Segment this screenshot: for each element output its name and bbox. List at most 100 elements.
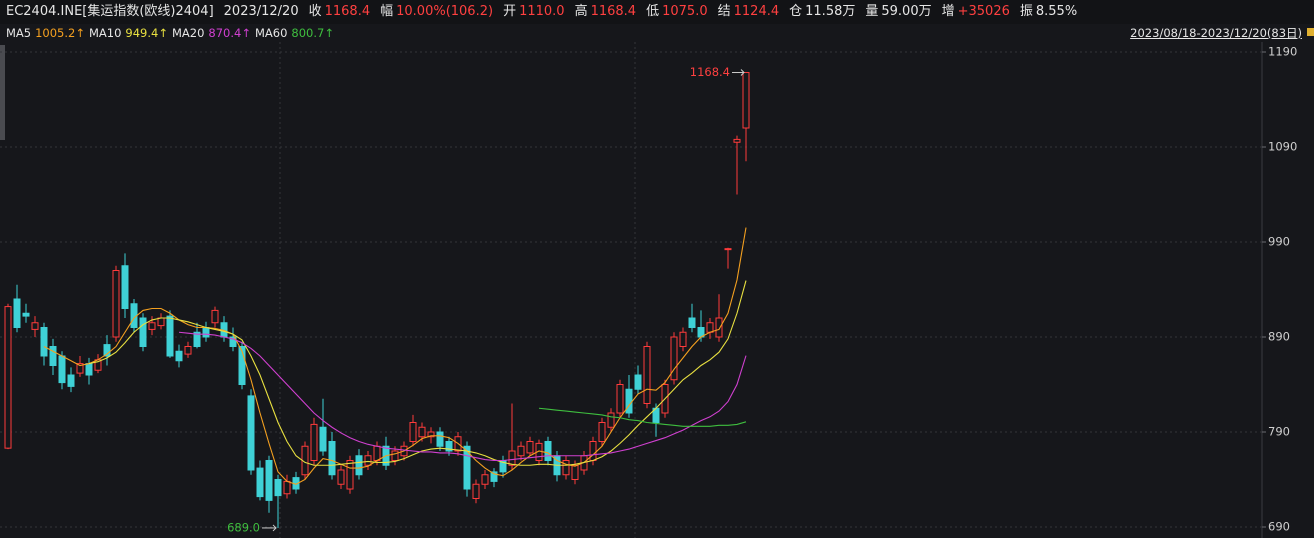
ma-line: [178, 331, 747, 462]
field-label: 开: [503, 4, 517, 19]
quote-bar: EC2404.INE[集运指数(欧线)2404] 2023/12/20 收 1168.…: [0, 0, 1314, 24]
ma-line: [88, 280, 747, 466]
candle-body: [157, 317, 165, 327]
candle-body: [193, 331, 201, 347]
candle-body: [238, 346, 246, 385]
candle-body: [103, 344, 111, 357]
candle-body: [328, 441, 336, 476]
candle-body: [364, 455, 372, 466]
field-label: 振: [1019, 4, 1033, 19]
candle-body: [184, 346, 192, 355]
candle-body: [373, 445, 381, 461]
high-arrow-head: [740, 69, 745, 76]
field-label: 仓: [789, 4, 803, 19]
candle-body: [526, 441, 534, 454]
candle-body: [256, 467, 264, 498]
candle-body: [643, 346, 651, 404]
low-arrow-head: [272, 524, 277, 532]
field-label: 量: [865, 4, 879, 19]
candle-body: [589, 441, 597, 461]
y-tick-label: 790: [1268, 425, 1290, 439]
legend-value: 870.4↑: [208, 26, 251, 40]
corner-icon[interactable]: [1307, 28, 1314, 36]
candle-body: [49, 346, 57, 366]
candle-body: [715, 317, 723, 338]
field-label: 收: [308, 4, 322, 19]
candle-body: [13, 298, 21, 328]
candle-body: [427, 431, 435, 438]
candle-body: [670, 336, 678, 381]
candle-body: [58, 355, 66, 384]
candle-body: [562, 460, 570, 476]
candle-body: [85, 363, 93, 376]
field-value: 8.55%: [1035, 4, 1078, 19]
candle-body: [679, 331, 687, 347]
field-value: 1124.4: [733, 4, 780, 19]
y-tick-label: 690: [1268, 520, 1290, 534]
candle-body: [202, 327, 210, 338]
field-label: 结: [717, 4, 731, 19]
candle-body: [310, 423, 318, 461]
legend-name: MA10: [88, 26, 122, 40]
date: 2023/12/20: [223, 4, 299, 19]
candle-body: [76, 363, 84, 374]
candle-body: [625, 388, 633, 414]
candle-body: [274, 479, 282, 497]
candle-body: [391, 450, 399, 461]
candle-body: [22, 312, 30, 317]
candle-body: [265, 460, 273, 501]
field-value: 10.00%(106.2): [396, 4, 494, 19]
candle-body: [355, 455, 363, 476]
y-tick-label: 1090: [1268, 140, 1297, 154]
field-label: 低: [646, 4, 660, 19]
legend-name: MA60: [254, 26, 288, 40]
high-label: 1168.4: [690, 65, 730, 79]
candle-body: [688, 317, 696, 328]
y-tick-label: 890: [1268, 330, 1290, 344]
legend-name: MA20: [171, 26, 205, 40]
low-label: 689.0: [227, 520, 260, 534]
date-range[interactable]: 2023/08/18-2023/12/20(83日): [1130, 26, 1302, 40]
candle-body: [724, 248, 732, 251]
candle-body: [121, 265, 129, 309]
candle-body: [598, 422, 606, 442]
candle-body: [283, 480, 291, 495]
candle-body: [616, 384, 624, 414]
candle-body: [517, 445, 525, 457]
field-label: 高: [574, 4, 588, 19]
candle-body: [742, 72, 750, 129]
candle-body: [148, 322, 156, 330]
field-label: 幅: [380, 4, 394, 19]
field-value: 1075.0: [662, 4, 708, 19]
candle-body: [67, 374, 75, 387]
candle-body: [337, 469, 345, 485]
candle-body: [346, 460, 354, 490]
candle-body: [508, 450, 516, 466]
candle-body: [463, 445, 471, 490]
candle-body: [175, 350, 183, 362]
field-value: 11.58万: [805, 4, 856, 19]
candle-body: [490, 471, 498, 482]
candle-body: [4, 306, 12, 449]
candle-body: [481, 474, 489, 485]
y-tick-label: 990: [1268, 235, 1290, 249]
field-label: 增: [941, 4, 955, 19]
candle-body: [247, 395, 255, 471]
candle-body: [418, 426, 426, 438]
ma-legend: MA5 1005.2↑ MA10 949.4↑ MA20 870.4↑ MA60 800.7↑: [0, 24, 338, 42]
field-value: 59.00万: [881, 4, 932, 19]
field-value: +35026: [957, 4, 1010, 19]
scroll-handle[interactable]: [0, 45, 5, 140]
candle-body: [607, 412, 615, 428]
ma-line: [43, 227, 747, 485]
candle-body: [211, 309, 219, 324]
candle-body: [31, 322, 39, 330]
ma-line: [538, 407, 747, 427]
candle-body: [733, 138, 741, 143]
candle-body: [40, 327, 48, 357]
candle-body: [634, 374, 642, 390]
candle-body: [319, 426, 327, 452]
legend-value: 1005.2↑: [35, 26, 85, 40]
legend-value: 800.7↑: [291, 26, 334, 40]
